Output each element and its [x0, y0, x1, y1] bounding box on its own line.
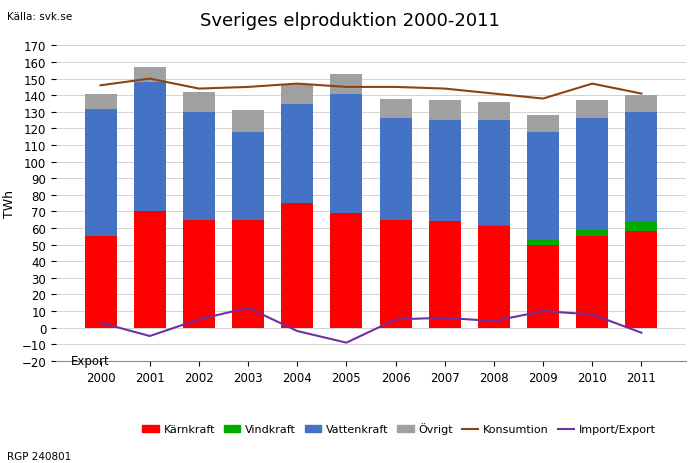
Bar	[85, 109, 117, 237]
Bar	[281, 204, 313, 328]
Bar	[527, 245, 559, 328]
Bar	[478, 103, 510, 121]
Text: RGP 240801: RGP 240801	[7, 450, 71, 461]
Bar	[429, 101, 461, 121]
Bar	[232, 111, 264, 132]
Bar	[625, 232, 657, 328]
Bar	[183, 220, 215, 328]
Bar	[134, 68, 166, 83]
Bar	[527, 116, 559, 132]
Text: Källa: svk.se: Källa: svk.se	[7, 12, 72, 22]
Bar	[625, 96, 657, 113]
Bar	[134, 83, 166, 212]
Bar	[232, 220, 264, 328]
Bar	[429, 222, 461, 328]
Bar	[527, 132, 559, 240]
Text: Export: Export	[71, 355, 110, 368]
Bar	[281, 104, 313, 204]
Bar	[576, 119, 608, 230]
Bar	[478, 227, 510, 328]
Legend: Kärnkraft, Vindkraft, Vattenkraft, Övrigt, Konsumtion, Import/Export: Kärnkraft, Vindkraft, Vattenkraft, Övrig…	[138, 418, 660, 439]
Bar	[330, 94, 363, 213]
Bar	[85, 237, 117, 328]
Bar	[576, 101, 608, 119]
Bar	[330, 213, 363, 328]
Bar	[379, 220, 412, 328]
Text: Sveriges elproduktion 2000-2011: Sveriges elproduktion 2000-2011	[200, 12, 500, 30]
Bar	[281, 84, 313, 104]
Bar	[232, 132, 264, 220]
Bar	[183, 113, 215, 220]
Bar	[478, 225, 510, 227]
Bar	[134, 212, 166, 328]
Y-axis label: TWh: TWh	[3, 190, 16, 218]
Bar	[183, 93, 215, 113]
Bar	[85, 94, 117, 109]
Bar	[625, 222, 657, 232]
Bar	[379, 119, 412, 220]
Bar	[527, 240, 559, 245]
Bar	[429, 121, 461, 222]
Bar	[576, 230, 608, 237]
Bar	[478, 121, 510, 225]
Bar	[625, 113, 657, 222]
Bar	[330, 75, 363, 94]
Bar	[576, 237, 608, 328]
Bar	[379, 100, 412, 119]
